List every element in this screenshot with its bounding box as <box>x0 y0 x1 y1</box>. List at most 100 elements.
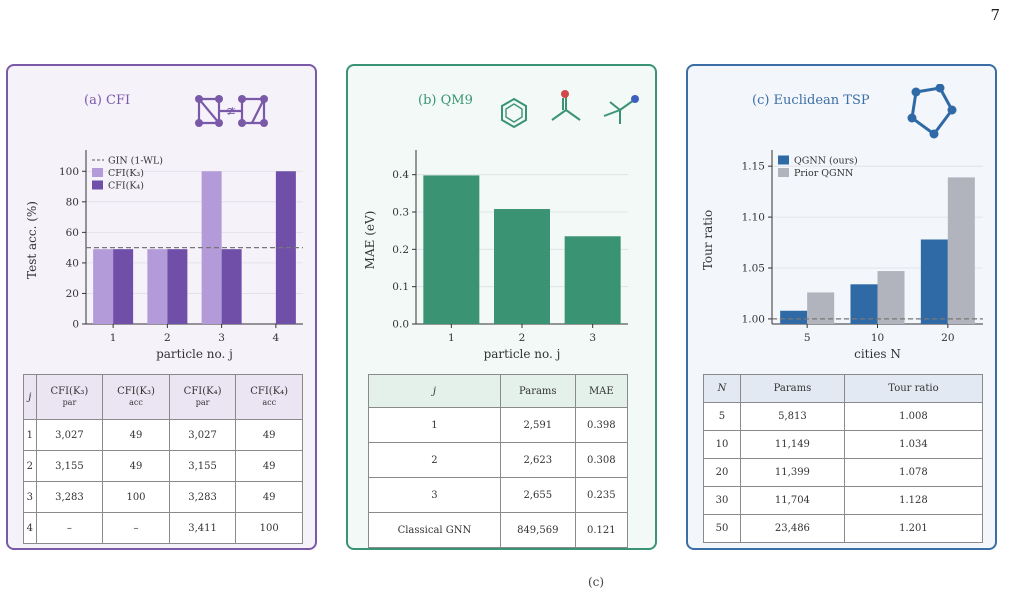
table-cell: 20 <box>703 458 741 487</box>
table-cell: 30 <box>703 486 741 515</box>
tsp-bar-chart: 1.00 1.05 1.10 1.15 5 10 20 cities N Tour ratio Q… <box>701 150 983 361</box>
bar <box>147 249 168 324</box>
x-tick-label: 1 <box>448 332 455 344</box>
y-tick-label: 20 <box>66 288 79 300</box>
tsp-results-table: N Params Tour ratio 5 5,813 1.008 10 11,149 1.0… <box>703 374 984 543</box>
qm9-bar-chart: 0.0 0.1 0.2 0.3 0.4 1 2 3 particle no. j MAE (eV) <box>363 150 628 361</box>
table-cell: 2,655 <box>499 477 576 513</box>
bar <box>275 171 296 324</box>
y-tick-label: 1.05 <box>742 263 765 275</box>
table-cell: 50 <box>703 514 741 543</box>
x-axis-label: cities N <box>854 347 901 361</box>
table-cell: 10 <box>703 430 741 459</box>
table-cell: 2 <box>23 450 37 482</box>
y-tick-label: 1.15 <box>742 161 765 173</box>
table-row: 3 2,655 0.235 <box>368 477 629 513</box>
table-header-cell: CFI(K₄) par <box>168 374 237 420</box>
table-cell: – <box>102 512 170 544</box>
table-cell: 23,486 <box>739 514 845 543</box>
table-row: 2 2,623 0.308 <box>368 442 629 478</box>
table-cell: 3,155 <box>168 450 237 482</box>
table-cell: 3 <box>368 477 501 513</box>
table-header-cell: N <box>703 374 741 403</box>
bar <box>564 236 621 324</box>
table-cell: 1.201 <box>843 514 984 543</box>
table-header-cell: Params <box>739 374 845 403</box>
bar <box>920 239 948 324</box>
legend-label: CFI(K₃) <box>108 168 144 179</box>
x-tick-label: 3 <box>218 332 225 344</box>
panel-title: (c) Euclidean TSP <box>752 93 870 108</box>
table-cell: 3,411 <box>168 512 237 544</box>
tsp-tour-icon <box>907 84 957 139</box>
table-row: Classical GNN 849,569 0.121 <box>368 512 629 548</box>
table-cell: 2,623 <box>499 442 576 478</box>
table-cell: 11,149 <box>739 430 845 459</box>
x-tick-label: 1 <box>110 332 117 344</box>
bar <box>494 209 550 324</box>
table-header-cell: CFI(K₃) par <box>35 374 104 420</box>
bar <box>113 249 134 324</box>
y-axis-label: Test acc. (%) <box>25 201 39 279</box>
panel-cfi: (a) CFI ≇ 0 20 40 60 80 100 1 2 3 4 particle no. j… <box>6 64 317 550</box>
table-cell: 0.121 <box>574 512 629 548</box>
table-cell: 49 <box>102 450 170 482</box>
table-cell: 100 <box>102 481 170 513</box>
bar <box>93 249 114 324</box>
y-tick-label: 0.0 <box>392 319 409 331</box>
table-header-cell: MAE <box>574 374 629 408</box>
legend-swatch <box>92 168 103 177</box>
table-row: 50 23,486 1.201 <box>703 514 984 543</box>
table-cell: 3 <box>23 481 37 513</box>
table-cell: 1.008 <box>843 402 984 431</box>
table-cell: 49 <box>102 419 170 451</box>
figure-bottom-mark: (c) <box>588 575 605 589</box>
table-cell: 49 <box>235 419 303 451</box>
table-cell: 5,813 <box>739 402 845 431</box>
table-cell: 49 <box>235 450 303 482</box>
x-tick-label: 10 <box>871 332 884 344</box>
table-row: 3 3,283 100 3,283 49 <box>23 481 303 513</box>
bar <box>221 249 242 324</box>
table-cell: 49 <box>235 481 303 513</box>
legend-label: GIN (1-WL) <box>108 156 163 167</box>
bar <box>850 284 878 324</box>
table-cell: 2,591 <box>499 407 576 443</box>
y-tick-label: 0 <box>72 319 79 331</box>
table-cell: 0.308 <box>574 442 629 478</box>
x-tick-label: 20 <box>941 332 954 344</box>
table-cell: 849,569 <box>499 512 576 548</box>
table-cell: 1 <box>23 419 37 451</box>
table-cell: 3,283 <box>35 481 104 513</box>
table-cell: 3,027 <box>168 419 237 451</box>
table-cell: 3,027 <box>35 419 104 451</box>
y-axis-label: Tour ratio <box>701 210 715 270</box>
table-cell: 1.128 <box>843 486 984 515</box>
table-header-cell: j <box>368 374 501 408</box>
table-header-cell: CFI(K₄) acc <box>235 374 303 420</box>
table-cell: 3,283 <box>168 481 237 513</box>
table-cell: 11,704 <box>739 486 845 515</box>
table-cell: 1.078 <box>843 458 984 487</box>
x-tick-label: 3 <box>589 332 596 344</box>
panel-title: (b) QM9 <box>418 93 473 108</box>
legend-label: CFI(K₄) <box>108 181 144 192</box>
qm9-results-table: j Params MAE 1 2,591 0.398 2 2,623 0.308 3 2,655 0… <box>368 374 629 548</box>
x-tick-label: 4 <box>273 332 280 344</box>
table-row: 10 11,149 1.034 <box>703 430 984 459</box>
table-cell: 100 <box>235 512 303 544</box>
table-cell: 1.034 <box>843 430 984 459</box>
bar <box>167 249 188 324</box>
bar <box>877 271 905 324</box>
table-cell: Classical GNN <box>368 512 501 548</box>
legend-swatch <box>778 168 789 177</box>
table-cell: – <box>35 512 104 544</box>
y-axis-label: MAE (eV) <box>363 211 377 270</box>
table-cell: 5 <box>703 402 741 431</box>
table-cell: 3,155 <box>35 450 104 482</box>
table-header-cell: j <box>23 374 37 420</box>
table-row: 1 3,027 49 3,027 49 <box>23 419 303 451</box>
bar <box>947 177 975 324</box>
table-cell: 0.398 <box>574 407 629 443</box>
not-isomorphic-symbol: ≇ <box>226 104 236 118</box>
